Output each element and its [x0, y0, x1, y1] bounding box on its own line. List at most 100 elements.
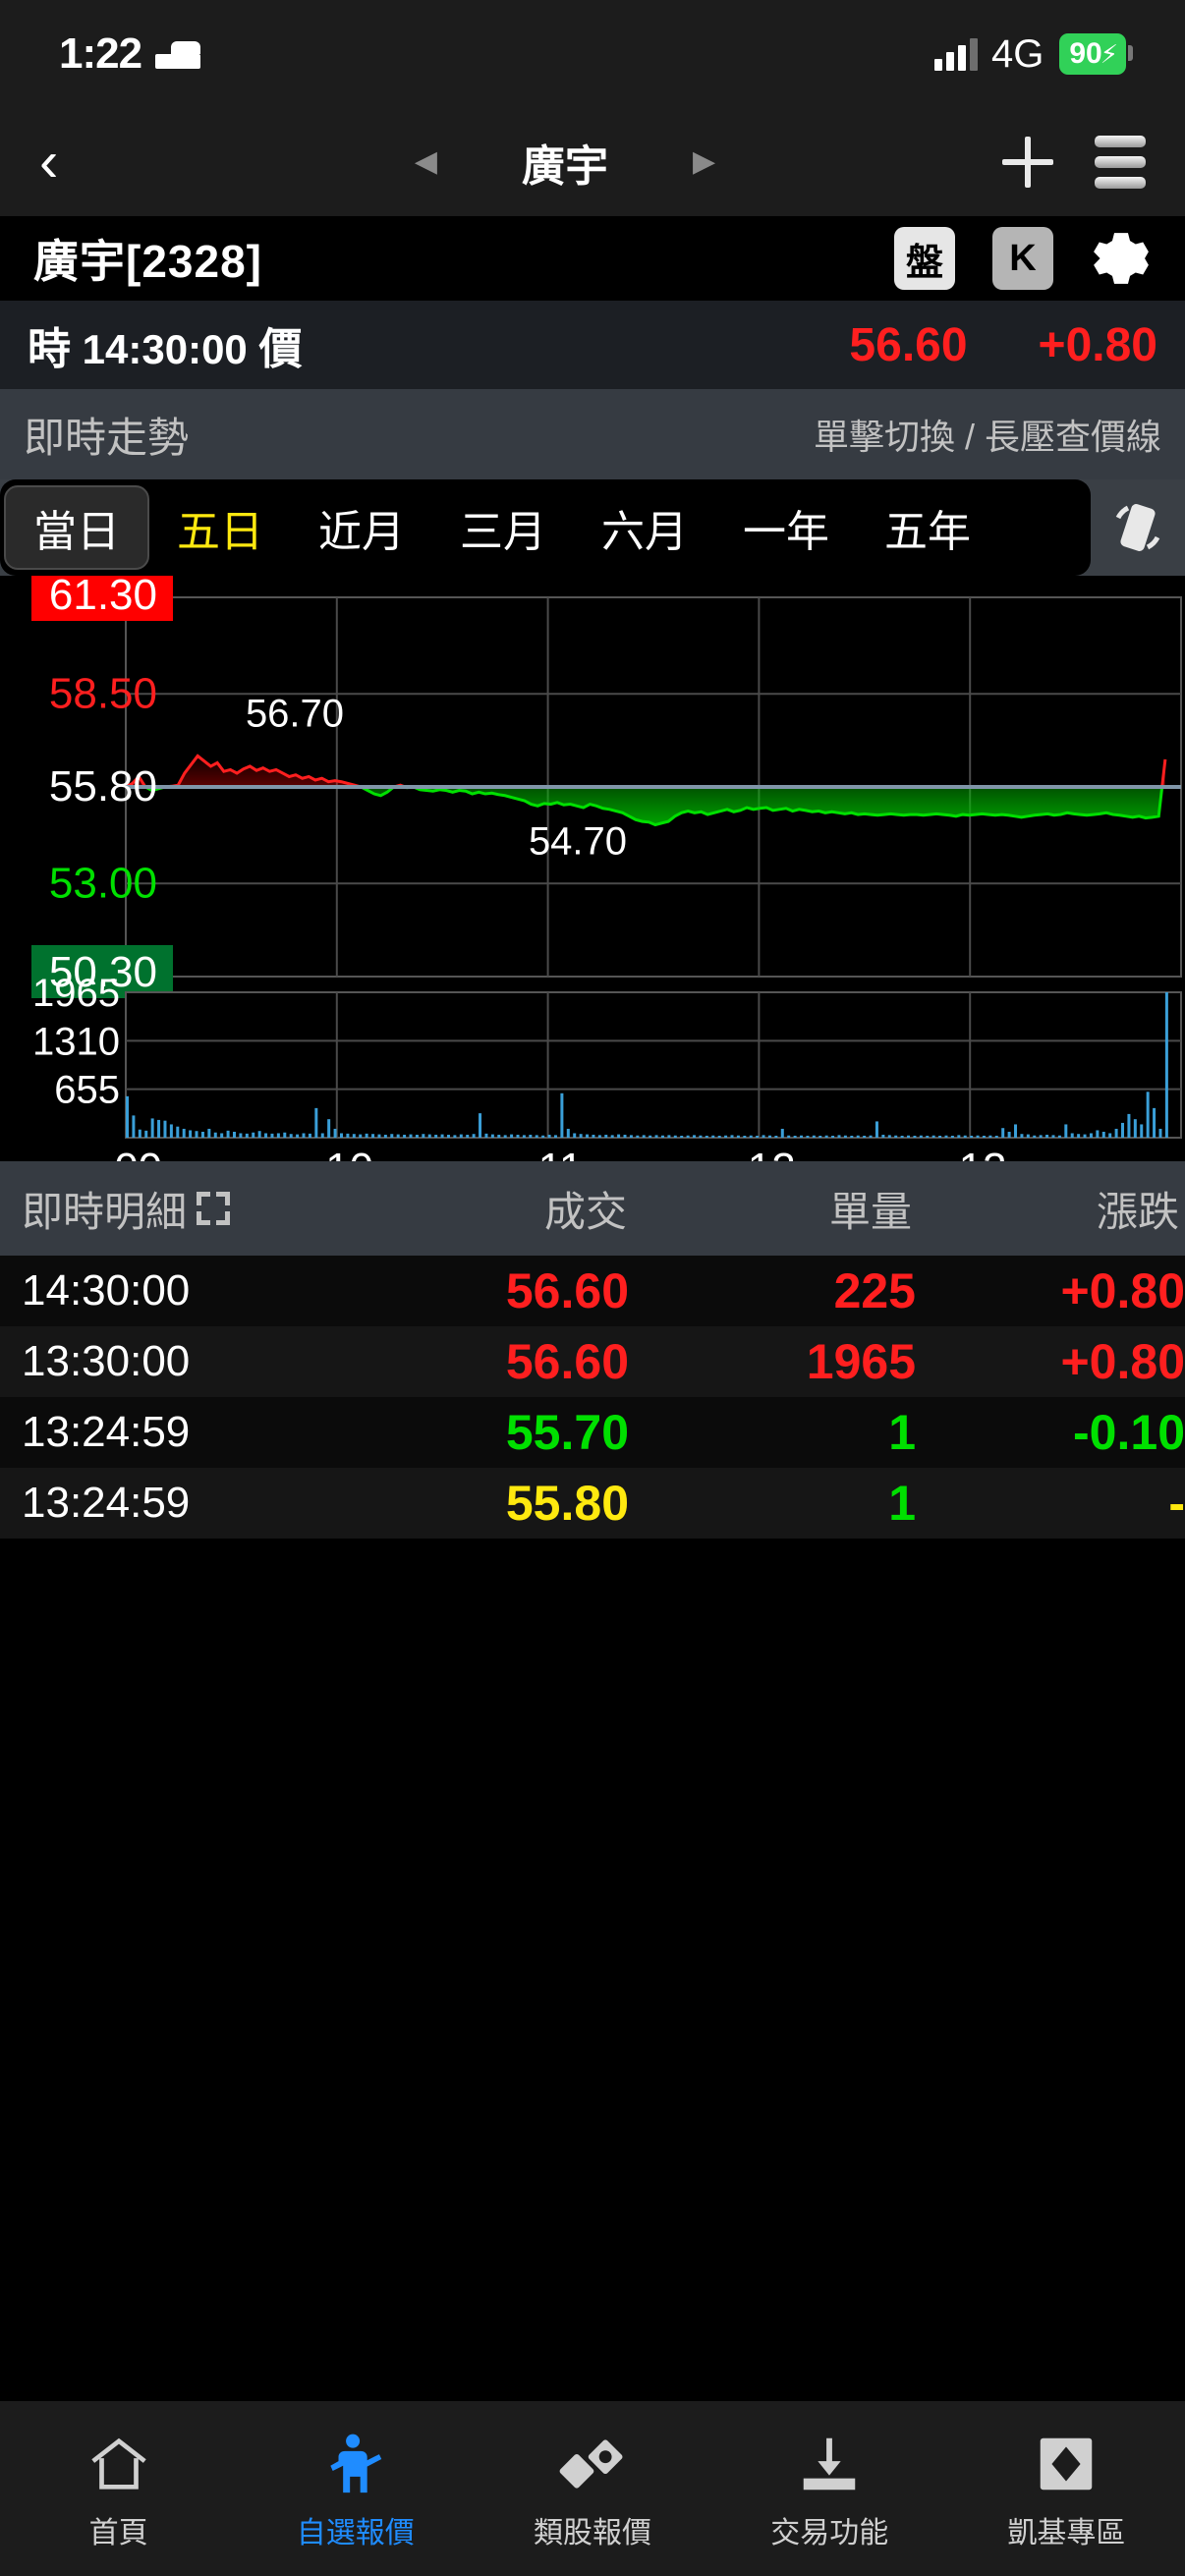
menu-icon[interactable]: [1095, 136, 1146, 189]
svg-text:11: 11: [538, 1145, 584, 1161]
svg-text:655: 655: [54, 1069, 120, 1112]
price-time-group: 時 14:30:00 價: [28, 313, 302, 376]
nav-right: [1002, 136, 1146, 189]
period-tab-2[interactable]: 近月: [318, 508, 405, 556]
svg-text:55.80: 55.80: [49, 762, 157, 811]
row-time: 13:30:00: [22, 1337, 191, 1385]
signal-bars-icon: [934, 37, 978, 71]
table-row[interactable]: 13:30:00 56.60 1965 +0.80: [0, 1326, 1185, 1397]
table-row[interactable]: 14:30:00 56.60 225 +0.80: [0, 1256, 1185, 1326]
sector-icon: [558, 2426, 627, 2498]
watchlist-icon: [321, 2426, 390, 2498]
gear-icon[interactable]: [1091, 228, 1152, 289]
svg-text:13: 13: [959, 1145, 1007, 1161]
row-time: 13:24:59: [22, 1479, 191, 1527]
back-icon[interactable]: ‹: [39, 130, 59, 194]
detail-title: 即時明細: [22, 1188, 188, 1235]
detail-table-body: 14:30:00 56.60 225 +0.80 13:30:00 56.60 1965 +0…: [0, 1256, 1185, 1539]
last-price: 56.60: [849, 318, 968, 371]
network-type-label: 4G: [991, 31, 1044, 76]
board-view-button[interactable]: 盤: [894, 227, 955, 290]
period-tab-6[interactable]: 五年: [884, 508, 971, 556]
row-time: 14:30:00: [22, 1266, 191, 1315]
detail-table-header: 即時明細 成交 單量 漲跌: [0, 1161, 1185, 1256]
svg-text:1965: 1965: [32, 972, 120, 1015]
svg-text:53.00: 53.00: [49, 859, 157, 907]
period-tab-1[interactable]: 五日: [177, 508, 263, 556]
row-change: -0.10: [1073, 1405, 1185, 1460]
svg-text:10: 10: [325, 1145, 373, 1161]
battery-indicator: 90 ⚡: [1059, 33, 1133, 75]
svg-text:50.30: 50.30: [49, 948, 157, 996]
nav-center: ◀ 廣宇 ▶: [128, 131, 1002, 194]
table-row[interactable]: 13:24:59 55.70 1 -0.10: [0, 1397, 1185, 1468]
period-tab-4[interactable]: 六月: [601, 508, 688, 556]
add-icon[interactable]: [1002, 137, 1053, 188]
row-qty: 1965: [806, 1334, 916, 1389]
bottom-nav-item-4[interactable]: 凱基專區: [948, 2426, 1185, 2551]
bottom-nav-label: 交易功能: [770, 2517, 889, 2549]
price-change: +0.80: [1038, 318, 1157, 371]
trade-icon: [795, 2426, 864, 2498]
column-header-price: 成交: [543, 1188, 627, 1235]
svg-text:61.30: 61.30: [49, 576, 157, 619]
row-qty: 1: [888, 1476, 916, 1531]
period-tab-3[interactable]: 三月: [460, 508, 546, 556]
nav-bar: ‹ ◀ 廣宇 ▶: [0, 108, 1185, 216]
bottom-nav-item-2[interactable]: 類股報價: [474, 2426, 710, 2551]
bottom-nav-label: 自選報價: [296, 2517, 415, 2549]
bottom-nav-label: 類股報價: [534, 2517, 651, 2549]
kline-view-button[interactable]: K: [992, 227, 1053, 290]
row-price: 56.60: [505, 1334, 629, 1389]
chart-canvas[interactable]: 61.30 58.50 55.80 53.00 50.30 56.70 54.70 1965 1…: [0, 576, 1185, 1161]
nav-title: 廣宇: [522, 142, 608, 191]
chart-section-hint: 單擊切換 / 長壓查價線: [813, 417, 1161, 457]
status-left: 1:22: [59, 29, 201, 79]
symbol-bar: 廣宇[2328] 盤 K: [0, 216, 1185, 301]
bottom-nav-label: 凱基專區: [1007, 2517, 1126, 2549]
bottom-nav-item-3[interactable]: 交易功能: [711, 2426, 948, 2551]
table-row[interactable]: 13:24:59 55.80 1 -: [0, 1468, 1185, 1539]
price-label: 價: [258, 325, 303, 373]
detail-title-cell[interactable]: 即時明細: [0, 1179, 393, 1239]
svg-text:54.70: 54.70: [529, 819, 627, 863]
svg-text:09: 09: [114, 1145, 162, 1161]
price-bar: 時 14:30:00 價 56.60 +0.80: [0, 301, 1185, 389]
period-tab-bar: 當日 五日 近月 三月 六月 一年 五年: [0, 479, 1185, 576]
status-time: 1:22: [59, 29, 142, 78]
home-icon: [85, 2426, 153, 2498]
svg-text:58.50: 58.50: [49, 669, 157, 717]
next-stock-icon[interactable]: ▶: [693, 145, 716, 178]
svg-text:1310: 1310: [32, 1020, 120, 1063]
period-tab-0[interactable]: 當日: [4, 485, 149, 570]
row-change: +0.80: [1060, 1263, 1185, 1318]
last-time: 14:30:00: [82, 326, 248, 372]
bottom-nav-label: 首頁: [88, 2517, 148, 2549]
row-price: 55.70: [505, 1405, 629, 1460]
sleep-mode-icon: [155, 39, 201, 69]
status-right: 4G 90 ⚡: [934, 31, 1133, 77]
bottom-nav-item-1[interactable]: 自選報價: [237, 2426, 474, 2551]
chart-section-title: 即時走勢: [24, 414, 190, 461]
period-tabs: 當日 五日 近月 三月 六月 一年 五年: [0, 479, 1091, 576]
rotate-screen-icon[interactable]: [1091, 479, 1185, 576]
prev-stock-icon[interactable]: ◀: [414, 145, 437, 178]
expand-icon[interactable]: [197, 1192, 231, 1225]
row-qty: 225: [833, 1263, 916, 1318]
row-price: 55.80: [505, 1476, 629, 1531]
battery-percent: 90: [1069, 37, 1102, 70]
row-change: -: [1168, 1476, 1185, 1531]
symbol-buttons: 盤 K: [894, 227, 1152, 290]
column-header-change: 漲跌: [1096, 1188, 1179, 1235]
row-change: +0.80: [1060, 1334, 1185, 1389]
kgi-icon: [1032, 2426, 1100, 2498]
time-label: 時: [28, 325, 71, 373]
row-qty: 1: [888, 1405, 916, 1460]
column-header-qty: 單量: [828, 1188, 912, 1235]
row-price: 56.60: [505, 1263, 629, 1318]
period-tab-5[interactable]: 一年: [743, 508, 829, 556]
svg-text:12: 12: [748, 1145, 796, 1161]
bottom-nav-item-0[interactable]: 首頁: [0, 2426, 237, 2551]
charging-bolt-icon: ⚡: [1100, 38, 1118, 69]
intraday-chart[interactable]: 61.30 58.50 55.80 53.00 50.30 56.70 54.70 1965 1…: [0, 576, 1185, 1161]
